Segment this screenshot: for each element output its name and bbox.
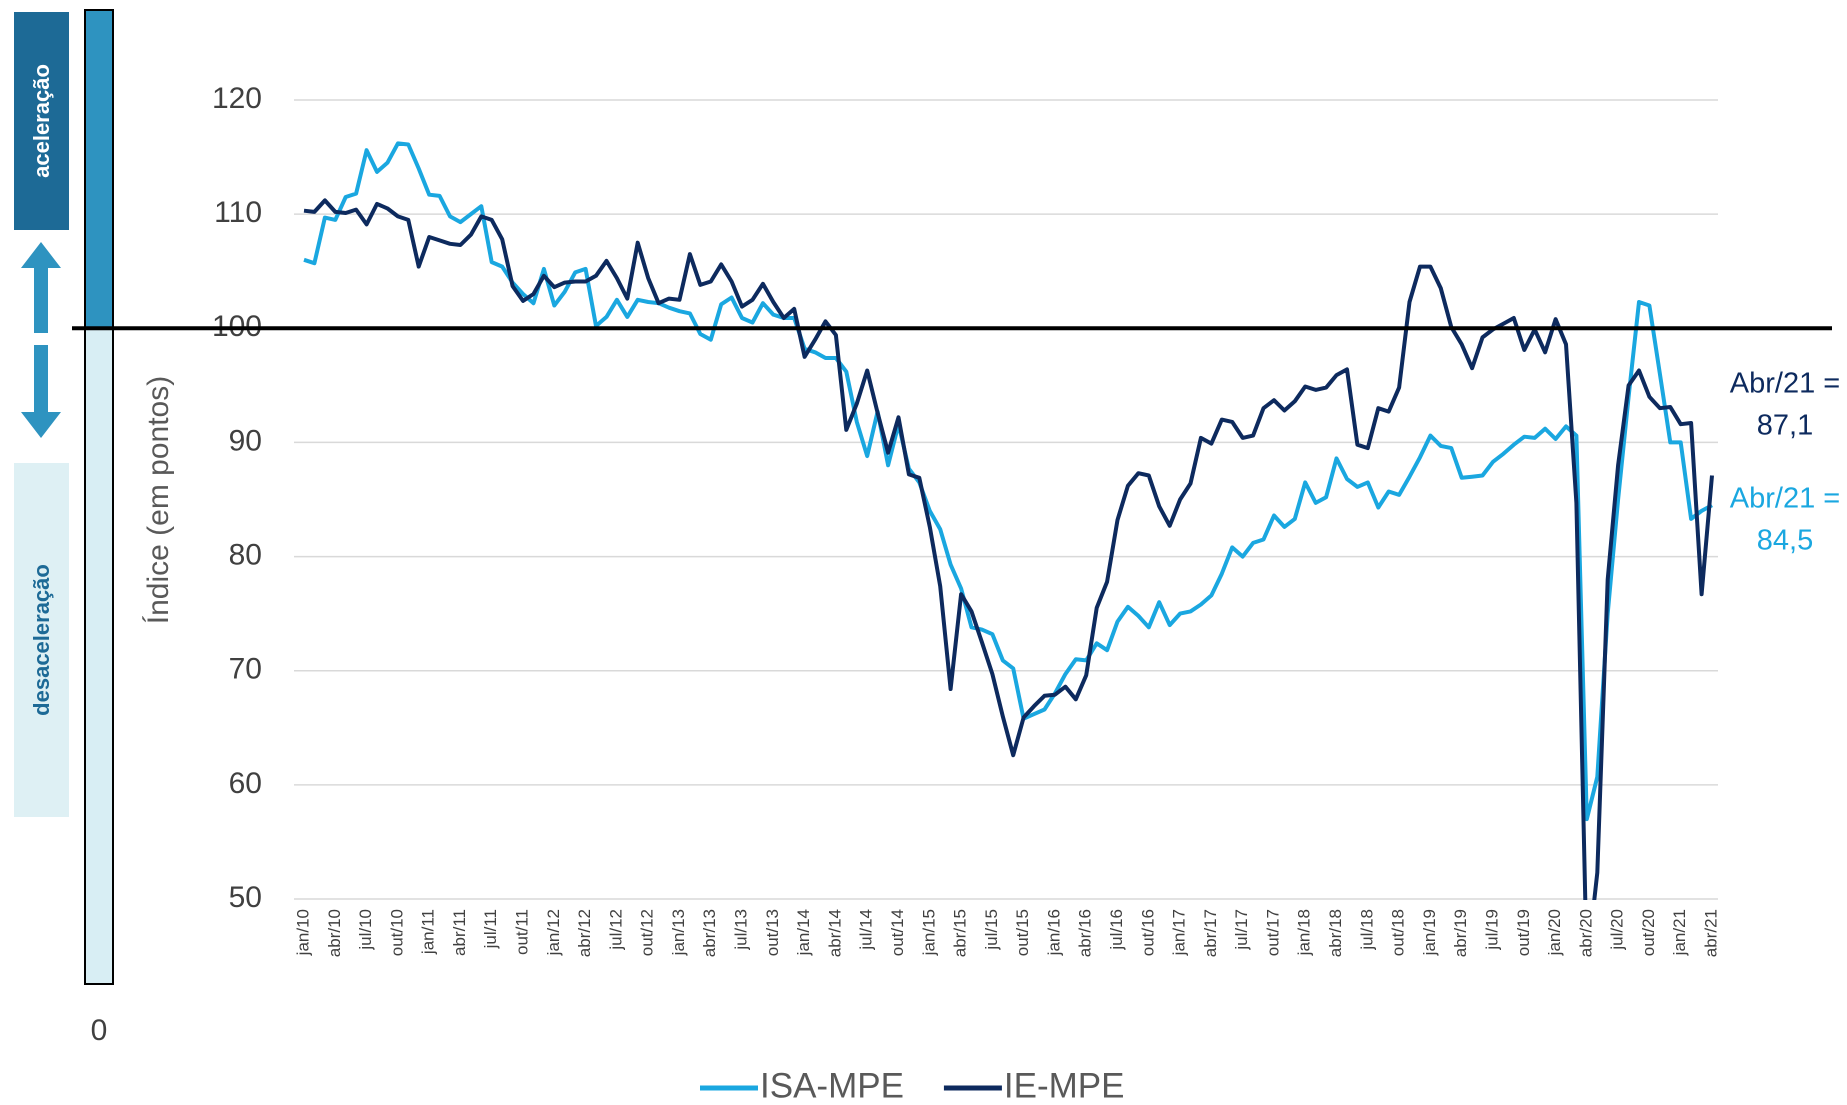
x-tick-label: jan/16 [1044,909,1063,956]
x-tick-label: jul/14 [857,909,876,951]
x-tick-label: abr/15 [951,909,970,957]
x-tick-label: jan/14 [794,909,813,956]
y-tick-label: 120 [212,82,262,115]
acceleration-box [14,12,69,230]
series-line [303,198,1714,900]
x-tick-label: jul/13 [732,909,751,951]
x-tick-label: out/13 [763,909,782,956]
x-tick-label: abr/17 [1201,909,1220,957]
x-tick-label: jan/19 [1420,909,1439,956]
x-tick-label: jan/10 [293,909,312,956]
x-tick-label: jul/15 [982,909,1001,951]
x-tick-label: abr/18 [1326,909,1345,957]
x-tick-label: jul/20 [1608,909,1627,951]
side-base-label: 0 [91,1014,108,1047]
up-arrow [21,242,61,333]
legend-label: ISA-MPE [760,1066,904,1105]
annotation: 84,5 [1757,525,1813,557]
x-tick-label: abr/12 [575,909,594,957]
x-tick-label: out/14 [888,909,907,956]
y-tick-label: 110 [214,196,262,229]
x-tick-label: jan/17 [1170,909,1189,956]
x-tick-label: abr/14 [825,909,844,957]
deceleration-box [14,463,69,817]
y-tick-label: 80 [229,538,262,571]
down-arrow [21,345,61,438]
x-tick-label: jul/11 [481,909,500,949]
acceleration-label: aceleração [29,64,54,178]
y-tick-label: 50 [229,881,262,914]
x-tick-label: out/15 [1013,909,1032,956]
y-tick-label: 70 [229,653,262,686]
x-tick-label: jul/19 [1482,909,1501,951]
x-tick-label: out/16 [1138,909,1157,956]
x-tick-label: abr/16 [1076,909,1095,957]
y-axis-label: Índice (em pontos) [142,376,175,624]
x-tick-label: abr/21 [1701,909,1720,957]
x-tick-label: jul/18 [1357,909,1376,951]
x-tick-label: jan/12 [544,909,563,956]
x-tick-label: jan/21 [1670,909,1689,956]
y-tick-label: 60 [229,767,262,800]
y-tick-label: 90 [229,424,262,457]
x-tick-label: abr/20 [1576,909,1595,957]
x-tick-label: out/19 [1514,909,1533,956]
annotation: Abr/21 = [1730,483,1840,515]
x-tick-label: out/11 [513,909,532,955]
x-tick-label: jul/17 [1232,909,1251,951]
x-tick-label: abr/13 [700,909,719,957]
annotation: Abr/21 = [1730,368,1840,400]
legend-label: IE-MPE [1004,1066,1125,1105]
x-tick-label: out/12 [638,909,657,956]
x-tick-label: abr/11 [450,909,469,956]
x-tick-label: jul/12 [606,909,625,951]
deceleration-label: desaceleração [29,564,54,716]
x-tick-label: out/20 [1639,909,1658,956]
x-tick-label: out/17 [1263,909,1282,956]
side-bar-top [84,9,114,330]
x-tick-label: jan/18 [1295,909,1314,956]
x-tick-label: jan/11 [419,909,438,955]
x-tick-label: jul/16 [1107,909,1126,951]
x-tick-label: jul/10 [356,909,375,951]
x-tick-label: abr/10 [325,909,344,957]
annotation: 87,1 [1757,410,1813,442]
series-line [303,141,1713,822]
x-tick-label: out/18 [1389,909,1408,956]
x-tick-label: out/10 [387,909,406,956]
x-tick-label: abr/19 [1451,909,1470,957]
x-tick-label: jan/20 [1545,909,1564,956]
side-bar-bottom [84,327,114,985]
x-tick-label: jan/15 [919,909,938,956]
x-tick-label: jan/13 [669,909,688,956]
plot-area [303,141,1714,900]
